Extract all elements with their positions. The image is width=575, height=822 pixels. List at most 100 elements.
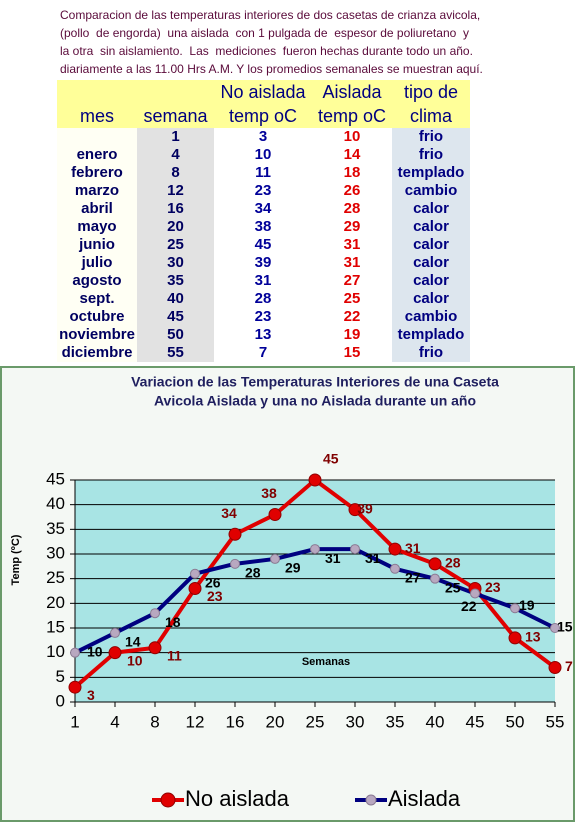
intro-line: (pollo de engorda) una aislada con 1 pul… [60, 26, 469, 40]
table-row: noviembre 50 13 19 templado [57, 326, 470, 344]
data-point [430, 573, 440, 584]
table-row: marzo 12 23 26 cambio [57, 182, 470, 200]
table-cell: 12 [137, 182, 214, 200]
table-cell: 4 [137, 146, 214, 164]
annotation: Semanas [302, 656, 350, 668]
data-label: 22 [461, 598, 477, 614]
table-cell: 16 [137, 200, 214, 218]
intro-line: la otra sin aislamiento. Las mediciones … [60, 44, 473, 58]
table-cell: 39 [214, 254, 312, 272]
table-cell: 11 [214, 164, 312, 182]
table-cell: junio [57, 236, 137, 254]
y-tick-label: 10 [46, 642, 65, 661]
table-cell: 55 [137, 344, 214, 362]
data-point [190, 568, 200, 579]
table-cell: calor [392, 254, 470, 272]
x-tick-label: 4 [110, 712, 119, 731]
table-cell: marzo [57, 182, 137, 200]
table-row: abril 16 34 28 calor [57, 200, 470, 218]
table-cell: cambio [392, 308, 470, 326]
table-cell: templado [392, 326, 470, 344]
table-cell: febrero [57, 164, 137, 182]
intro-line: Comparacion de las temperaturas interior… [60, 8, 481, 22]
data-point [108, 646, 122, 660]
data-point [268, 508, 282, 522]
x-tick-label: 25 [306, 712, 325, 731]
table-cell: frio [392, 128, 470, 146]
table-cell: frio [392, 344, 470, 362]
chart-title: Variacion de las Temperaturas Interiores… [131, 374, 499, 390]
data-point [348, 503, 362, 517]
table-cell: 30 [137, 254, 214, 272]
table-cell: Aislada [312, 80, 392, 104]
data-table: No aislada Aislada tipo de mes semana temp oC… [57, 80, 470, 362]
table-cell: semana [137, 104, 214, 128]
y-tick-label: 40 [46, 494, 65, 513]
table-cell: 25 [137, 236, 214, 254]
table-cell: enero [57, 146, 137, 164]
table-cell: octubre [57, 308, 137, 326]
legend-marker [160, 792, 176, 808]
table-cell: frio [392, 146, 470, 164]
data-label: 28 [445, 555, 461, 571]
legend-label: No aislada [185, 786, 290, 811]
table-cell: 40 [137, 290, 214, 308]
y-tick-label: 15 [46, 617, 65, 636]
data-point [510, 603, 520, 614]
y-tick-label: 35 [46, 519, 65, 538]
table-cell: 45 [214, 236, 312, 254]
table-cell: mes [57, 104, 137, 128]
table-cell: 19 [312, 326, 392, 344]
data-label: 31 [325, 550, 341, 566]
data-point [308, 473, 322, 487]
table-cell: 20 [137, 218, 214, 236]
legend-label: Aislada [388, 786, 461, 811]
table-cell: agosto [57, 272, 137, 290]
data-point [188, 582, 202, 596]
table-cell: 23 [214, 308, 312, 326]
x-tick-label: 40 [426, 712, 445, 731]
data-label: 11 [167, 647, 182, 663]
table-cell: julio [57, 254, 137, 272]
data-label: 29 [285, 560, 301, 576]
data-label: 38 [261, 485, 277, 501]
data-label: 23 [485, 579, 501, 595]
data-label: 19 [519, 597, 535, 613]
plot-area [75, 480, 555, 702]
table-cell: 14 [312, 146, 392, 164]
data-point [350, 544, 360, 555]
table-row: mes semana temp oC temp oC clima [57, 104, 470, 128]
chart-title: Avicola Aislada y una no Aislada durante… [154, 393, 476, 409]
table-cell: temp oC [312, 104, 392, 128]
table-cell: noviembre [57, 326, 137, 344]
table-cell: 28 [214, 290, 312, 308]
table-cell: 29 [312, 218, 392, 236]
data-point [228, 527, 242, 541]
y-tick-label: 25 [46, 568, 65, 587]
data-label: 23 [207, 588, 223, 604]
table-cell: temp oC [214, 104, 312, 128]
x-tick-label: 55 [546, 712, 565, 731]
data-point [270, 553, 280, 564]
table-row: diciembre 55 7 15 frio [57, 344, 470, 362]
data-point [388, 542, 402, 556]
data-point [310, 544, 320, 555]
data-point [470, 588, 480, 599]
table-cell [137, 80, 214, 104]
data-point [428, 557, 442, 571]
y-tick-label: 45 [46, 469, 65, 488]
table-cell: 3 [214, 128, 312, 146]
table-cell: sept. [57, 290, 137, 308]
chart: Variacion de las Temperaturas Interiores… [0, 366, 575, 822]
table-row: agosto 35 31 27 calor [57, 272, 470, 290]
table-cell: 1 [137, 128, 214, 146]
table-cell: 38 [214, 218, 312, 236]
y-tick-label: 30 [46, 543, 65, 562]
table-row: julio 30 39 31 calor [57, 254, 470, 272]
table-row: sept. 40 28 25 calor [57, 290, 470, 308]
data-label: 34 [221, 505, 237, 521]
data-label: 7 [565, 658, 573, 674]
data-label: 10 [127, 652, 143, 668]
table-cell: 10 [312, 128, 392, 146]
x-tick-label: 35 [386, 712, 405, 731]
